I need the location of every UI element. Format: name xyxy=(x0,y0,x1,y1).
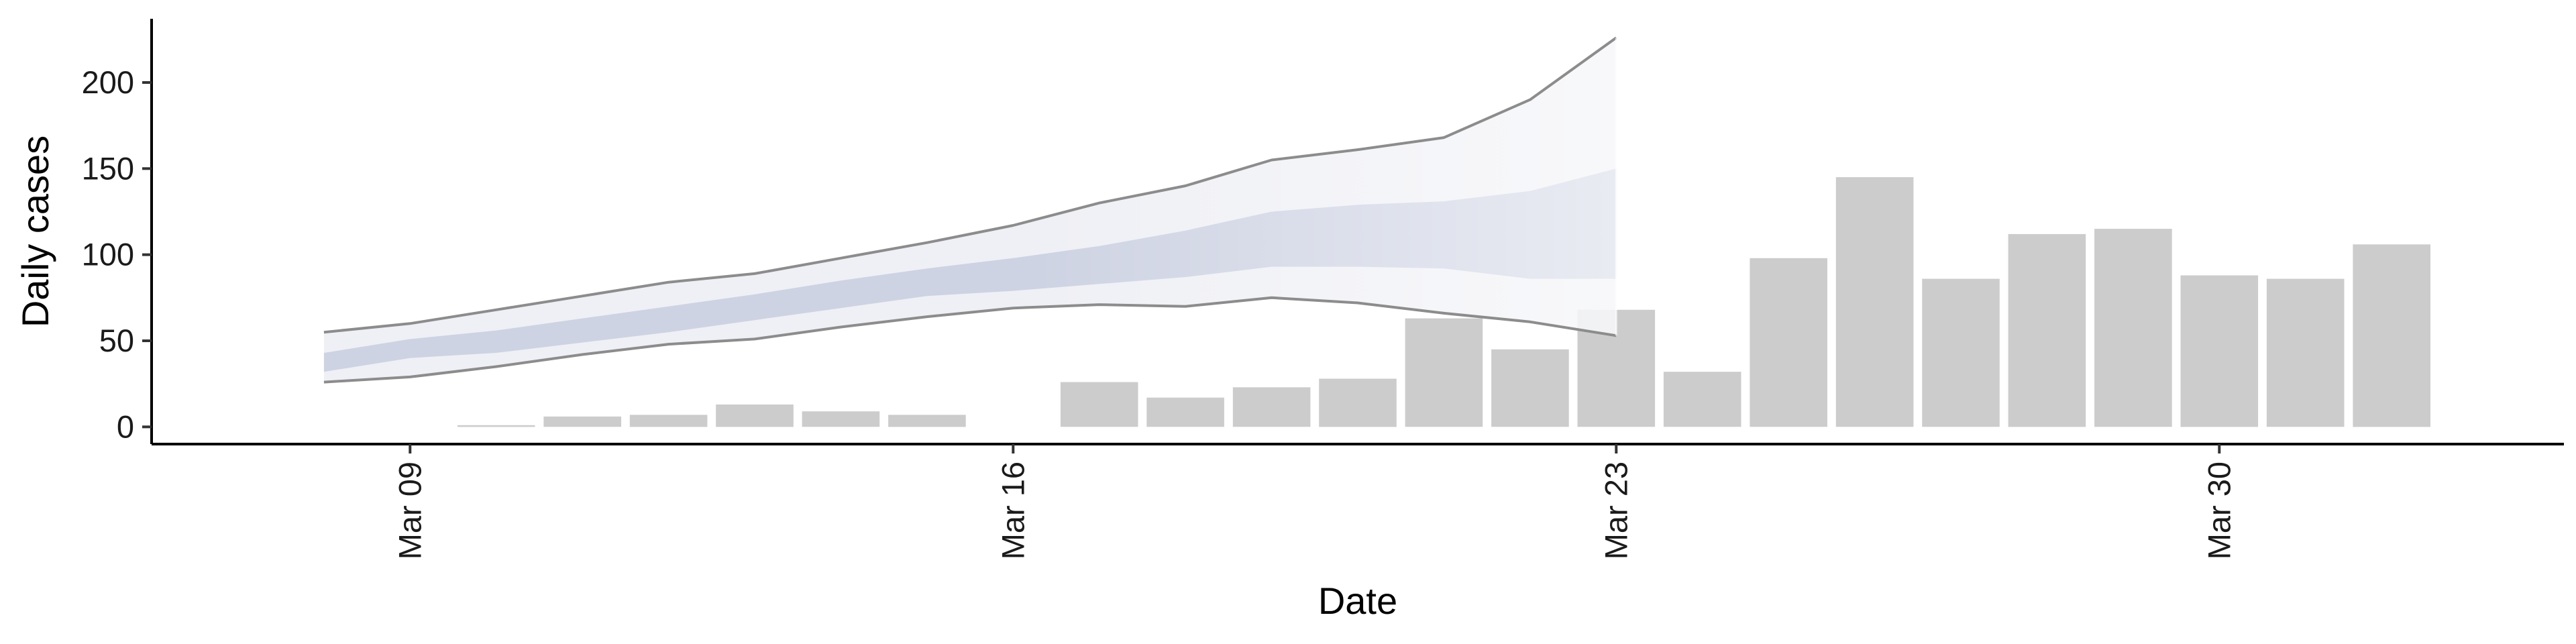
y-tick-label: 150 xyxy=(82,150,134,186)
bar xyxy=(802,411,880,427)
forecast-fade-overlay xyxy=(323,38,1617,382)
bar xyxy=(1146,397,1224,427)
x-axis-title: Date xyxy=(1318,580,1397,622)
y-tick-label: 200 xyxy=(82,64,134,100)
bar xyxy=(629,415,708,427)
bar xyxy=(2008,233,2086,427)
bar xyxy=(1663,372,1741,427)
bar xyxy=(2353,244,2430,427)
forecast-upper-line xyxy=(323,36,1617,334)
bar xyxy=(2094,229,2172,427)
x-tick-label: Mar 30 xyxy=(2201,462,2237,559)
bar xyxy=(2180,275,2259,427)
forecast-lower-line xyxy=(323,296,1617,384)
y-axis-title: Daily cases xyxy=(14,136,56,327)
bar xyxy=(457,425,535,427)
bar xyxy=(1835,177,1914,427)
y-tick-label: 100 xyxy=(82,237,134,272)
y-tick-label: 0 xyxy=(117,409,134,444)
bar xyxy=(543,416,621,427)
x-tick-label: Mar 09 xyxy=(392,462,427,559)
bar xyxy=(2266,278,2345,427)
x-tick-label: Mar 16 xyxy=(995,462,1030,559)
bar xyxy=(888,415,966,427)
bar xyxy=(1922,278,2000,427)
bar xyxy=(1750,258,1827,427)
bar xyxy=(1405,318,1483,427)
bar xyxy=(1232,387,1311,427)
bar xyxy=(1060,382,1138,427)
axes: 0 50 100 150 200 Mar 09 Mar 16 Mar 23 Mar 30 xyxy=(82,19,2564,559)
bar xyxy=(1491,349,1569,427)
y-tick-label: 50 xyxy=(99,323,134,358)
bar xyxy=(1319,378,1397,427)
bar xyxy=(716,405,794,427)
plot-area xyxy=(323,36,2430,427)
x-tick-label: Mar 23 xyxy=(1598,462,1633,559)
